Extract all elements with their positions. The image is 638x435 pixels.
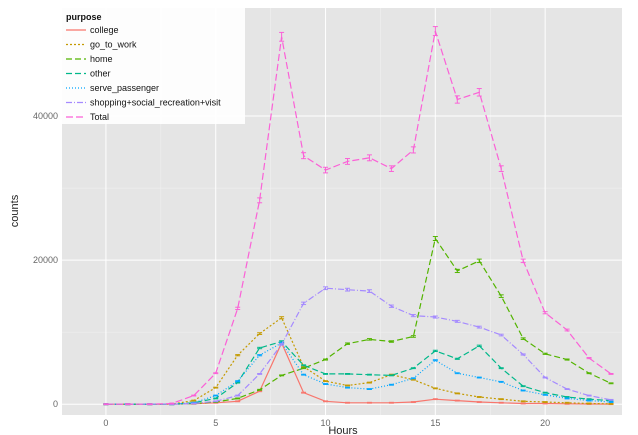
- series-lines: [103, 26, 614, 406]
- y-tick-label: 20000: [33, 255, 58, 265]
- x-tick-label: 10: [321, 418, 331, 428]
- x-tick-label: 5: [213, 418, 218, 428]
- x-tick-label: 0: [103, 418, 108, 428]
- y-tick-label: 0: [53, 399, 58, 409]
- x-axis-title: Hours: [328, 425, 358, 435]
- series-line: [105, 342, 612, 405]
- y-tick-label: 40000: [33, 111, 58, 121]
- x-tick-label: 15: [430, 418, 440, 428]
- legend-label: other: [90, 69, 111, 79]
- series-total: [103, 26, 614, 406]
- y-ticks: 0 20000 40000: [33, 111, 58, 409]
- legend-label: Total: [90, 112, 109, 122]
- legend-label: serve_passenger: [90, 83, 159, 93]
- legend-title: purpose: [66, 12, 102, 22]
- x-ticks: 0 5 10 15 20: [103, 418, 550, 428]
- series-line: [105, 30, 612, 405]
- legend-label: go_to_work: [90, 40, 137, 50]
- series-line: [105, 316, 612, 405]
- series-go-to-work: [103, 316, 614, 406]
- x-tick-label: 20: [540, 418, 550, 428]
- y-axis-title: counts: [9, 194, 21, 227]
- legend-label: home: [90, 54, 113, 64]
- legend-label: shopping+social_recreation+visit: [90, 98, 221, 108]
- legend-label: college: [90, 25, 119, 35]
- legend-box: [62, 8, 245, 124]
